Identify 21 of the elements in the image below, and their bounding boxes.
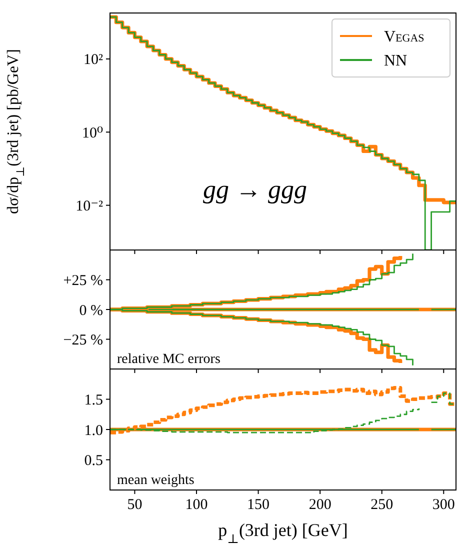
- x-tick-label: 150: [247, 497, 270, 513]
- x-tick-label: 100: [185, 497, 208, 513]
- y-tick-label: 1.5: [84, 392, 103, 408]
- x-axis-title: p$_{⊥}$(3rd jet) [GeV]: [218, 520, 348, 546]
- x-tick-label: 250: [370, 497, 394, 513]
- y-tick-label: 10⁰: [82, 125, 103, 142]
- annotation: relative MC errors: [117, 352, 220, 367]
- annotation: mean weights: [117, 473, 194, 488]
- y-tick-label: 0.5: [84, 453, 103, 469]
- y-tick-label: +25 %: [63, 273, 103, 289]
- y-tick-label: 1.0: [84, 422, 103, 439]
- x-tick-label: 300: [432, 497, 455, 513]
- y-tick-label: −25 %: [63, 332, 103, 348]
- y-tick-label: 10⁻²: [76, 198, 104, 215]
- y-tick-label: 0 %: [79, 302, 103, 319]
- x-tick-label: 200: [308, 497, 332, 513]
- annotation: gg → ggg: [203, 175, 307, 204]
- legend-label: NN: [384, 52, 408, 70]
- x-tick-label: 50: [127, 497, 142, 513]
- legend-label: Vegas: [384, 28, 424, 46]
- y-tick-label: 10²: [84, 52, 104, 68]
